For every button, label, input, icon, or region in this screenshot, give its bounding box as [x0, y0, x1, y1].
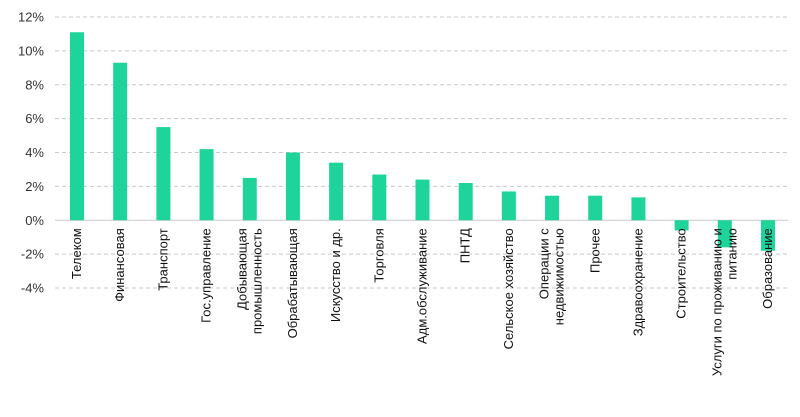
bar [631, 197, 646, 221]
bar [458, 182, 473, 221]
bar [415, 179, 430, 221]
y-tick-label: 6% [25, 111, 44, 126]
category-label-line: Добывающая [234, 228, 249, 310]
category-label: Финансовая [112, 228, 127, 302]
bar [545, 195, 560, 221]
bar [588, 195, 603, 221]
bar [717, 220, 732, 248]
y-tick-label: 10% [18, 43, 44, 58]
category-label: Прочее [587, 228, 602, 273]
bars [70, 32, 775, 251]
category-label-line: Строительство [674, 228, 689, 318]
category-label: Строительство [674, 228, 689, 318]
y-tick-label: 12% [18, 10, 44, 25]
category-label-line: Обрабатывающая [285, 228, 300, 338]
category-label: Операции снедвижимостью [537, 228, 567, 325]
bar [156, 127, 171, 221]
category-label-line: Гос.управление [199, 228, 214, 323]
category-labels: Телеком Финансовая Транспорт Гос.управление… [69, 228, 775, 376]
category-label-line: Здравоохранение [630, 228, 645, 336]
category-label-line: Образование [760, 228, 775, 309]
category-label-line: Торговля [371, 228, 386, 282]
category-label: Гос.управление [199, 228, 214, 323]
category-label: ПНТД [458, 228, 473, 263]
category-label: Образование [760, 228, 775, 309]
bar [113, 62, 128, 221]
category-label-line: Услуги по проживанию и [709, 228, 724, 376]
category-label-line: питанию [724, 228, 739, 280]
bar [70, 32, 84, 221]
y-axis-ticks: -4% -2% 0% 2% 4% 6% 8% 10% 12% [18, 10, 44, 296]
bar [501, 191, 516, 221]
category-label-line: ПНТД [458, 228, 473, 263]
category-label-line: Операции с [537, 228, 552, 299]
grid-lines [55, 16, 788, 289]
category-label: Обрабатывающая [285, 228, 300, 338]
category-label: Искусство и др. [328, 228, 343, 322]
y-tick-label: 4% [25, 145, 44, 160]
category-label-line: Финансовая [112, 228, 127, 302]
y-tick-label: -4% [21, 281, 45, 296]
category-label-line: недвижимостью [552, 228, 567, 325]
category-label-line: Телеком [69, 228, 84, 279]
y-tick-label: 8% [25, 77, 44, 92]
category-label: Торговля [371, 228, 386, 282]
category-label-line: Искусство и др. [328, 228, 343, 322]
category-label-line: Транспорт [155, 228, 170, 291]
category-label: Здравоохранение [630, 228, 645, 336]
category-label: Транспорт [155, 228, 170, 291]
category-label-line: Сельское хозяйство [501, 228, 516, 349]
bar [242, 177, 257, 221]
y-tick-label: 2% [25, 179, 44, 194]
category-label: Добывающаяпромышленность [234, 228, 264, 334]
category-label: Телеком [69, 228, 84, 279]
category-label: Услуги по проживанию ипитанию [709, 228, 739, 376]
category-label: Сельское хозяйство [501, 228, 516, 349]
category-label-line: Прочее [587, 228, 602, 273]
category-label: Адм.обслуживание [415, 228, 430, 344]
bar [285, 152, 300, 221]
bar [761, 220, 775, 251]
category-label-line: промышленность [249, 228, 264, 334]
y-tick-label: -2% [21, 247, 45, 262]
category-label-line: Адм.обслуживание [415, 228, 430, 344]
bar [199, 149, 214, 221]
bar [372, 174, 387, 221]
bar [329, 162, 344, 221]
bar [674, 220, 689, 231]
y-tick-label: 0% [25, 213, 44, 228]
